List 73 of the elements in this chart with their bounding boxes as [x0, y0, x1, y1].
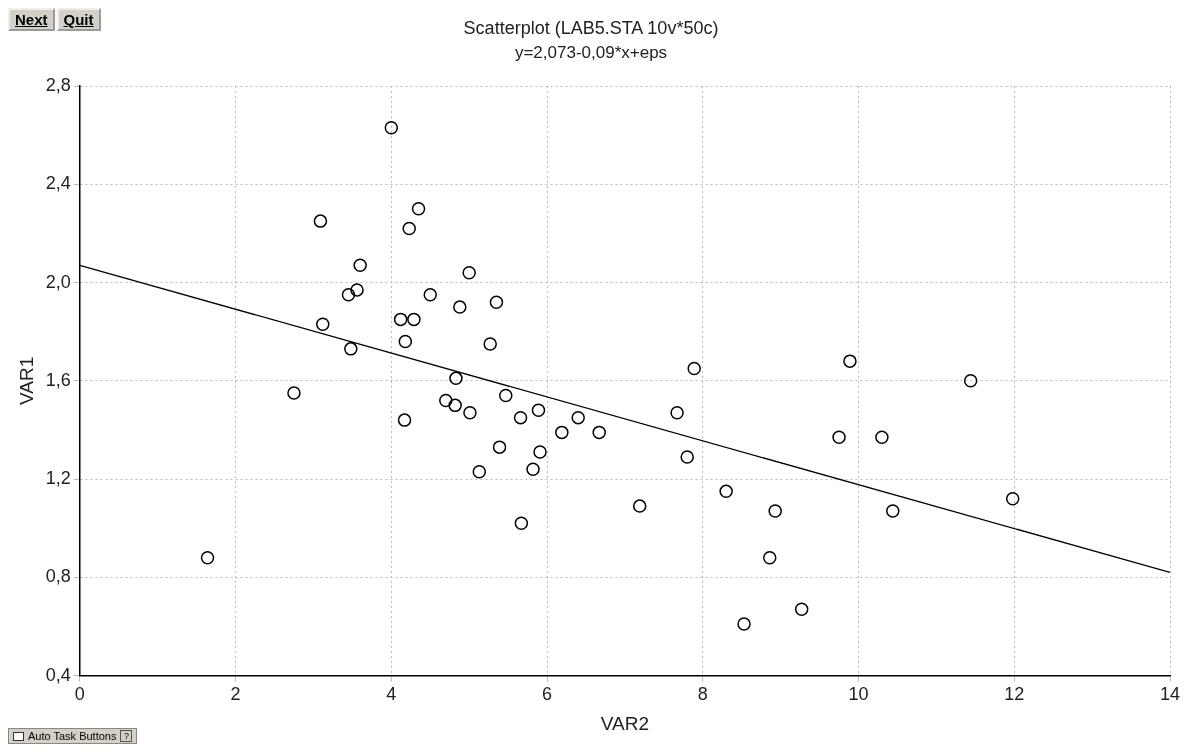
point — [439, 393, 453, 408]
point — [832, 430, 846, 445]
y-tick-label: 2,8 — [45, 74, 71, 95]
point — [875, 430, 889, 445]
x-tick-label: 4 — [386, 684, 397, 705]
point — [719, 484, 733, 499]
point — [680, 450, 694, 464]
point — [886, 504, 900, 518]
point — [531, 403, 546, 418]
point — [592, 425, 606, 440]
point — [200, 550, 215, 565]
point — [313, 214, 328, 228]
y-tick-label: 0,4 — [45, 664, 71, 685]
point — [384, 121, 399, 135]
y-tick-label: 2,0 — [45, 271, 71, 292]
point — [341, 288, 356, 302]
point — [397, 413, 412, 427]
point — [571, 410, 585, 425]
x-tick-label: 6 — [542, 684, 553, 705]
x-tick-label: 12 — [1004, 684, 1025, 705]
point — [287, 386, 301, 400]
x-tick-label: 14 — [1159, 684, 1181, 705]
point — [513, 410, 528, 425]
point — [462, 265, 476, 280]
point — [316, 317, 330, 332]
chart-title: Scatterplot (LAB5.STA 10v*50c) — [463, 17, 719, 38]
x-tick-label: 0 — [74, 684, 85, 705]
point — [843, 354, 857, 368]
point — [737, 617, 751, 631]
point — [489, 295, 504, 309]
point — [350, 283, 364, 297]
point — [768, 504, 782, 518]
point — [514, 516, 529, 531]
point — [963, 374, 978, 388]
point — [687, 361, 701, 376]
point — [472, 464, 487, 479]
point — [555, 425, 569, 440]
point — [499, 388, 513, 403]
x-tick-label: 10 — [848, 684, 869, 705]
point — [492, 440, 507, 454]
point — [533, 445, 547, 459]
point — [526, 462, 540, 476]
y-tick-label: 0,8 — [45, 566, 71, 587]
point — [763, 550, 777, 565]
point — [453, 300, 467, 314]
y-tick-label: 1,6 — [45, 369, 71, 390]
point — [483, 337, 497, 351]
y-tick-label: 1,2 — [45, 468, 71, 489]
x-tick-label: 2 — [230, 684, 241, 705]
point — [632, 499, 647, 513]
point — [463, 405, 477, 420]
point — [794, 602, 809, 617]
point — [393, 312, 408, 327]
text: Auto Task Buttons — [28, 730, 117, 742]
point — [1005, 491, 1020, 506]
point — [449, 371, 463, 386]
help-icon: ? — [120, 730, 133, 742]
point — [448, 398, 462, 413]
point — [411, 202, 426, 216]
point — [402, 221, 416, 236]
y-tick-label: 2,4 — [45, 173, 71, 194]
text: Quit — [56, 8, 101, 31]
point — [344, 342, 358, 356]
point — [670, 405, 684, 420]
point — [398, 334, 413, 349]
point — [353, 258, 367, 273]
point — [423, 288, 437, 302]
text: Next — [8, 8, 55, 31]
x-axis-title: VAR2 — [600, 712, 650, 734]
point — [407, 312, 421, 327]
x-tick-label: 8 — [697, 684, 708, 705]
y-axis-title: VAR1 — [15, 356, 37, 405]
chart-subtitle: y=2,073-0,09*x+eps — [514, 43, 668, 63]
